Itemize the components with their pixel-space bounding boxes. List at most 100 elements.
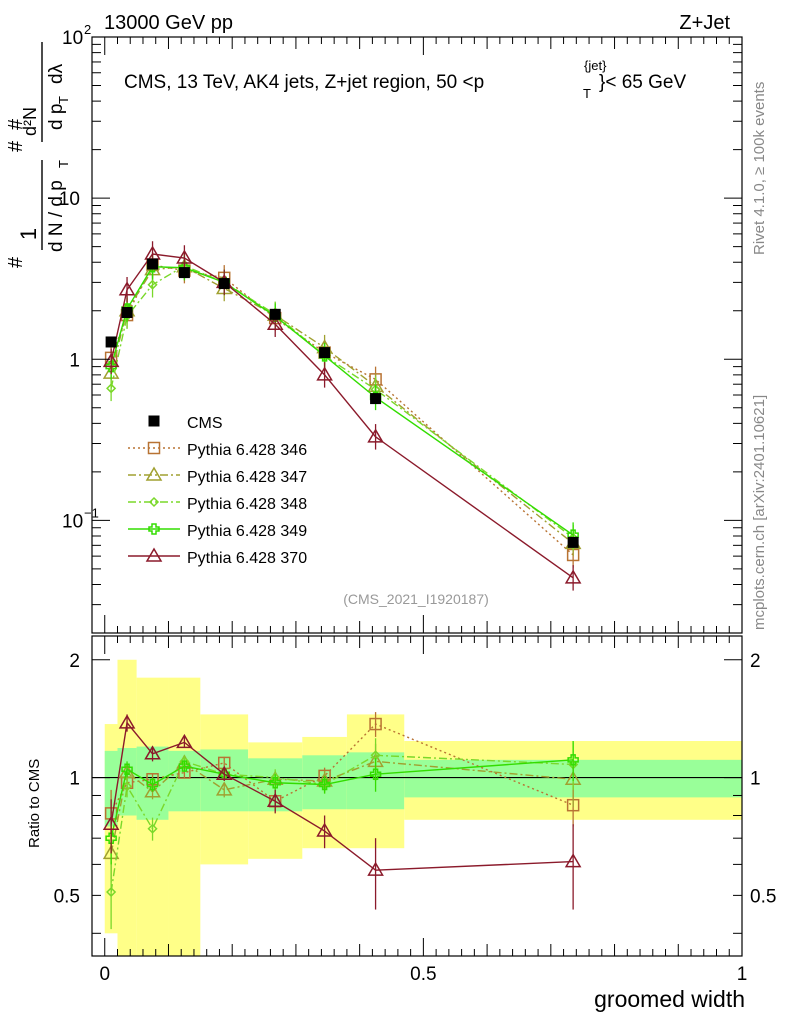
svg-text:#: #: [5, 140, 27, 152]
x-tick-label: 1: [737, 964, 748, 985]
ratio-plot-frame: [91, 635, 743, 957]
rivet-label: Rivet 4.1.0, ≥ 100k events: [751, 82, 768, 255]
main-plot-frame: [91, 36, 743, 634]
ratio-uncertainty-bands: [104, 659, 742, 956]
svg-text:T: T: [56, 96, 71, 104]
main-series-line: [110, 253, 574, 579]
x-tick-label: 0: [99, 964, 110, 985]
legend-label: Pythia 6.428 370: [187, 550, 307, 567]
legend-label: Pythia 6.428 349: [187, 523, 307, 540]
ratio-point: [146, 778, 159, 791]
ratio-point: [176, 733, 193, 749]
ratio-point: [105, 832, 117, 844]
ratio-tick-label-right: 2: [750, 651, 761, 672]
ratio-point: [316, 822, 333, 837]
ratio-tick-label-right: 1: [750, 769, 761, 790]
ratio-point: [564, 853, 582, 868]
ratio-point: [147, 823, 158, 834]
svg-text:d²N: d²N: [20, 107, 40, 136]
ratio-point: [369, 717, 382, 731]
ratio-y-axis-label: Ratio to CMS: [26, 759, 43, 848]
legend-marker: [145, 547, 163, 562]
x-tick-label: 0.5: [410, 964, 436, 985]
svg-text:{jet}: {jet}: [584, 58, 607, 73]
legend-marker: [145, 466, 163, 481]
ratio-series-line: [110, 723, 574, 814]
cms-data-point: [370, 393, 382, 405]
ratio-tick-label-left: 2: [69, 651, 80, 672]
cms-data-point: [269, 308, 281, 320]
ratio-point: [318, 778, 331, 791]
main-point: [367, 428, 384, 443]
x-axis-label: groomed width: [594, 986, 745, 1012]
main-point: [266, 315, 284, 330]
svg-text:1: 1: [16, 228, 41, 240]
legend: CMS Pythia 6.428 346 Pythia 6.428 347 Pythi…: [128, 415, 307, 567]
cms-data-point: [567, 536, 579, 548]
main-point: [118, 281, 136, 296]
y-tick-label: 10: [59, 189, 80, 210]
analysis-tag: (CMS_2021_I1920187): [343, 591, 489, 607]
ratio-series-line: [110, 760, 574, 854]
svg-text:#: #: [5, 256, 27, 268]
y-tick-label: 1: [69, 350, 80, 371]
svg-text:d N / d p: d N / d p: [46, 180, 67, 252]
main-point: [105, 360, 117, 373]
legend-marker: [147, 441, 161, 455]
svg-text:CMS, 13 TeV, AK4 jets, Z+jet r: CMS, 13 TeV, AK4 jets, Z+jet region, 50 …: [124, 72, 484, 93]
ratio-point: [269, 776, 281, 789]
main-series-line: [110, 265, 574, 539]
ratio-point: [215, 781, 233, 796]
cms-data-point: [147, 258, 159, 270]
plot-title: CMS, 13 TeV, AK4 jets, Z+jet region, 50 …: [124, 58, 686, 101]
ratio-point: [144, 783, 161, 798]
ratio-point: [178, 760, 191, 772]
main-point: [316, 366, 333, 381]
main-y-axis-label: # 1 d N / d p T # d²N # d p T dλ: [5, 42, 71, 268]
ratio-point: [567, 754, 579, 766]
main-series-line: [110, 264, 574, 556]
ratio-series-layer: [102, 712, 582, 930]
svg-text:d p: d p: [46, 104, 67, 130]
ratio-point: [215, 765, 233, 780]
legend-marker: [148, 523, 160, 535]
main-series-line: [110, 266, 574, 544]
legend-label: Pythia 6.428 347: [187, 469, 307, 486]
ratio-point: [369, 768, 382, 780]
ratio-band-outer: [117, 659, 137, 956]
cms-data-point: [105, 336, 117, 348]
svg-text:#: #: [5, 118, 27, 130]
ratio-tick-label-right: 0.5: [750, 886, 776, 907]
ratio-point: [121, 763, 133, 776]
y-tick-label: 10: [62, 511, 83, 532]
legend-label: Pythia 6.428 348: [187, 496, 307, 513]
legend-marker: [148, 496, 160, 508]
svg-text:T: T: [56, 160, 71, 168]
mcplots-label: mcplots.cern.ch [arXiv:2401.10621]: [751, 395, 768, 630]
cms-data-point: [178, 267, 190, 279]
ratio-point: [121, 781, 133, 792]
svg-text:}< 65 GeV: }< 65 GeV: [599, 72, 686, 93]
ratio-point: [118, 714, 136, 729]
main-series-line: [110, 266, 574, 536]
legend-label: Pythia 6.428 346: [187, 442, 307, 459]
header-energy: 13000 GeV pp: [104, 12, 233, 34]
cms-data-point: [121, 307, 133, 319]
main-point: [106, 383, 117, 394]
svg-text:dλ: dλ: [46, 63, 67, 84]
main-point: [102, 352, 120, 368]
ratio-tick-label-left: 1: [69, 769, 80, 790]
main-point: [564, 569, 582, 584]
ratio-point: [106, 886, 117, 898]
y-tick-label-exponent: 2: [84, 22, 91, 37]
svg-text:T: T: [583, 86, 591, 101]
legend-marker-cms: [148, 415, 160, 427]
y-tick-label: 10: [62, 28, 83, 49]
header-process: Z+Jet: [679, 12, 730, 34]
ratio-band-outer: [168, 677, 201, 956]
ratio-point: [102, 815, 120, 830]
cms-data-layer: [105, 258, 579, 548]
cms-data-point: [218, 278, 230, 290]
